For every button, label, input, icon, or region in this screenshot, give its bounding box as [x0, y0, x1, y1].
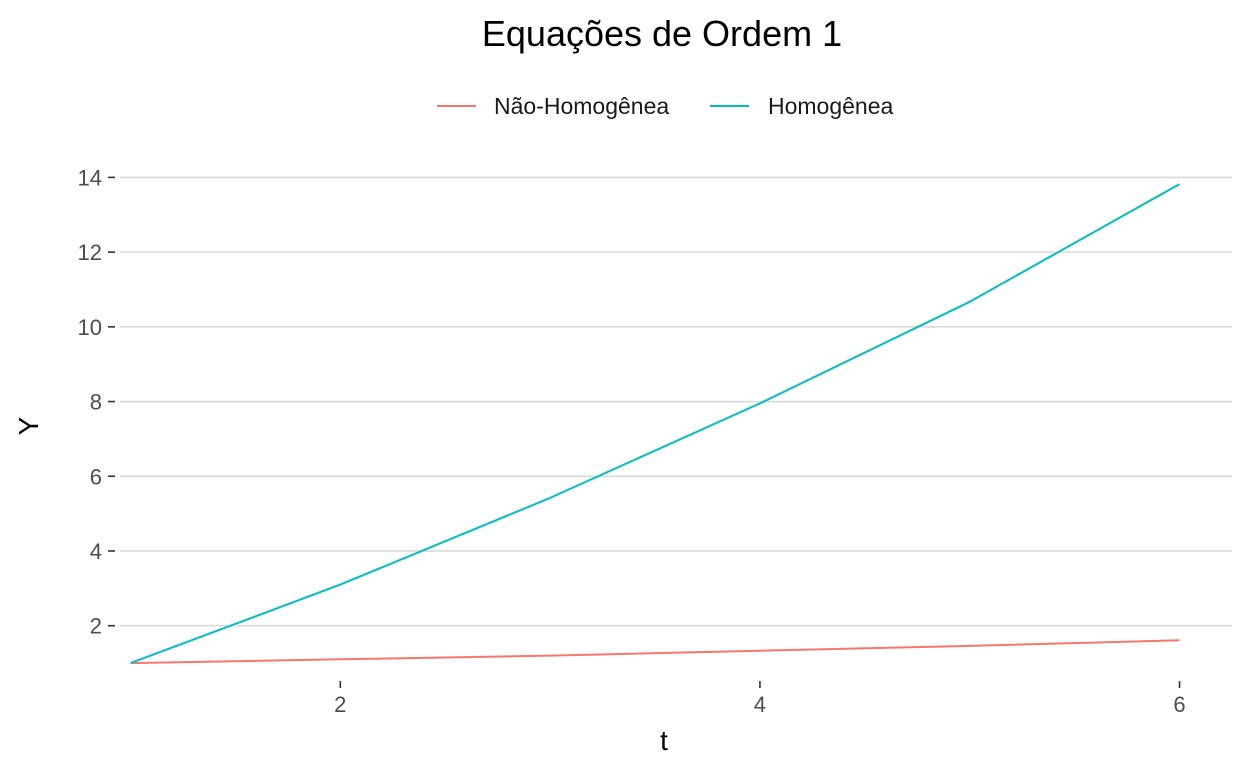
legend-label-homogenea: Homogênea [768, 93, 894, 119]
legend: Não-Homogênea Homogênea [437, 93, 894, 119]
x-tick-label-4: 4 [754, 692, 766, 717]
y-tick-label-4: 4 [90, 539, 102, 564]
x-axis: 2 4 6 [334, 681, 1186, 717]
series-line-homogenea [130, 183, 1180, 665]
x-tick-label-6: 6 [1173, 692, 1185, 717]
y-tick-label-14: 14 [78, 165, 102, 190]
x-axis-title: t [660, 725, 668, 756]
y-tick-label-2: 2 [90, 614, 102, 639]
y-tick-label-12: 12 [78, 240, 102, 265]
series-layer [130, 183, 1180, 665]
series-line-nao-homogenea [130, 639, 1180, 665]
x-tick-label-2: 2 [334, 692, 346, 717]
y-axis-title: Y [13, 416, 44, 435]
y-tick-label-8: 8 [90, 390, 102, 415]
y-tick-label-6: 6 [90, 464, 102, 489]
y-axis: 2 4 6 8 10 12 14 [78, 165, 115, 639]
y-tick-label-10: 10 [78, 315, 102, 340]
grid [120, 176, 1232, 627]
legend-label-nao-homogenea: Não-Homogênea [494, 93, 669, 119]
chart-title: Equações de Ordem 1 [482, 13, 842, 54]
